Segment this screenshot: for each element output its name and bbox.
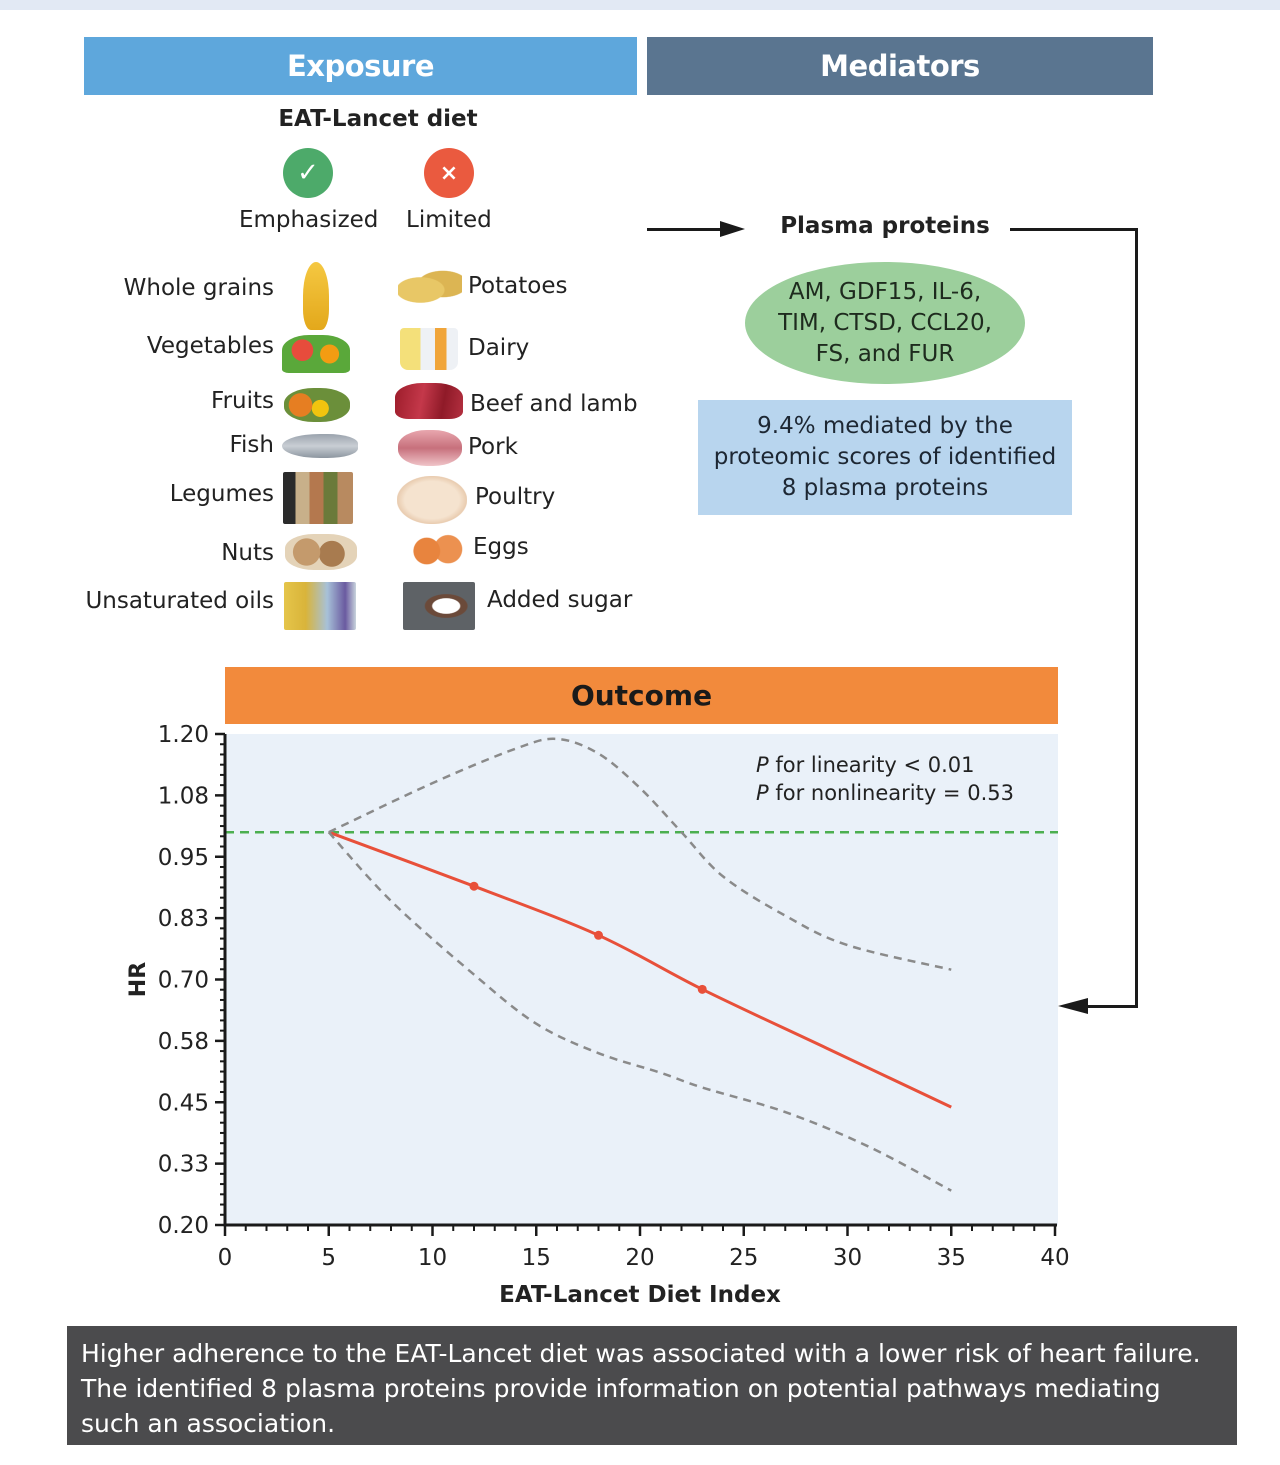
y-tick-label: 1.20 bbox=[158, 722, 209, 748]
x-tick-label: 0 bbox=[218, 1245, 233, 1271]
data-point-marker bbox=[469, 881, 479, 891]
poultry-icon bbox=[397, 476, 467, 524]
food-item: Nuts bbox=[221, 540, 274, 566]
p-value-text: for linearity < 0.01 bbox=[769, 753, 975, 777]
fruits-icon bbox=[284, 388, 350, 422]
wheat-icon bbox=[303, 262, 329, 330]
food-item: Poultry bbox=[475, 484, 556, 510]
legumes-icon bbox=[283, 472, 353, 524]
hr-spline-chart: 0 5 10 15 20 25 30 35 40 0.20 0.33 0.45 0.58 0.70 0.83… bbox=[126, 722, 1070, 1308]
x-tick-label: 30 bbox=[833, 1245, 862, 1271]
data-point-marker bbox=[697, 984, 707, 994]
y-tick-label: 0.58 bbox=[158, 1029, 209, 1055]
protein-list-ellipse: AM, GDF15, IL-6, TIM, CTSD, CCL20, FS, a… bbox=[745, 262, 1025, 384]
food-item: Pork bbox=[468, 434, 518, 460]
mediator-connector-vertical bbox=[1135, 228, 1138, 1008]
exposure-header: Exposure bbox=[84, 37, 637, 95]
arrow-head-icon bbox=[1058, 998, 1088, 1014]
series-hr-estimate bbox=[328, 830, 952, 1109]
food-item: Unsaturated oils bbox=[85, 588, 274, 614]
food-item: Legumes bbox=[169, 481, 274, 507]
nuts-icon bbox=[285, 534, 357, 570]
protein-line: TIM, CTSD, CCL20, bbox=[778, 309, 992, 336]
food-item: Potatoes bbox=[468, 273, 568, 299]
food-item: Eggs bbox=[473, 534, 529, 560]
outcome-header: Outcome bbox=[225, 667, 1058, 724]
dairy-icon bbox=[400, 328, 458, 370]
y-tick-label: 0.95 bbox=[158, 845, 209, 871]
limited-label: Limited bbox=[406, 207, 492, 233]
summary-line: Higher adherence to the EAT-Lancet diet … bbox=[81, 1339, 1201, 1368]
pork-icon bbox=[398, 430, 462, 466]
y-tick-label: 0.70 bbox=[158, 968, 209, 994]
beef-icon bbox=[395, 383, 463, 419]
fish-icon bbox=[282, 434, 358, 458]
y-tick-label: 0.83 bbox=[158, 906, 209, 932]
exposure-to-mediator-arrow bbox=[647, 228, 723, 231]
food-item: Fruits bbox=[211, 388, 274, 414]
y-tick-label: 1.08 bbox=[158, 783, 209, 809]
check-icon: ✓ bbox=[283, 148, 333, 198]
vegetables-icon bbox=[282, 335, 350, 373]
y-tick-label: 0.20 bbox=[158, 1213, 209, 1239]
x-icon: × bbox=[424, 148, 474, 198]
summary-line: such an association. bbox=[81, 1409, 336, 1438]
p-symbol: P bbox=[756, 753, 769, 777]
food-item: Dairy bbox=[468, 335, 530, 361]
x-tick-label: 5 bbox=[321, 1245, 336, 1271]
p-symbol: P bbox=[756, 781, 769, 805]
diet-title: EAT-Lancet diet bbox=[278, 106, 478, 132]
x-tick-label: 15 bbox=[522, 1245, 551, 1271]
protein-line: AM, GDF15, IL-6, bbox=[788, 278, 982, 305]
x-tick-label: 40 bbox=[1040, 1245, 1069, 1271]
mediation-line: 9.4% mediated by the bbox=[757, 413, 1013, 439]
plot-background bbox=[225, 734, 1058, 1225]
food-item: Vegetables bbox=[146, 333, 274, 359]
p-value-annotation: P for nonlinearity = 0.53 bbox=[756, 781, 1014, 805]
food-item: Beef and lamb bbox=[470, 391, 638, 417]
y-axis-label: HR bbox=[126, 962, 151, 997]
series-upper-95-ci bbox=[328, 737, 952, 971]
x-tick-label: 25 bbox=[729, 1245, 758, 1271]
p-value-annotation: P for linearity < 0.01 bbox=[756, 753, 975, 777]
p-value-text: for nonlinearity = 0.53 bbox=[769, 781, 1014, 805]
mediation-box: 9.4% mediated by the proteomic scores of… bbox=[698, 400, 1072, 515]
x-tick-label: 20 bbox=[625, 1245, 654, 1271]
series-lower-95-ci bbox=[327, 831, 952, 1192]
mediator-connector-bottom bbox=[1085, 1005, 1137, 1008]
x-tick-label: 10 bbox=[418, 1245, 447, 1271]
mediators-header: Mediators bbox=[647, 37, 1153, 95]
eggs-icon bbox=[410, 533, 466, 569]
oils-icon bbox=[284, 582, 356, 630]
potatoes-icon bbox=[398, 268, 462, 308]
food-item: Fish bbox=[229, 432, 274, 458]
x-axis-label: EAT-Lancet Diet Index bbox=[499, 1282, 781, 1308]
food-item: Whole grains bbox=[123, 275, 274, 301]
protein-line: FS, and FUR bbox=[815, 340, 955, 367]
mediation-line: 8 plasma proteins bbox=[781, 475, 989, 501]
summary-line: The identified 8 plasma proteins provide… bbox=[81, 1374, 1161, 1403]
x-tick-label: 35 bbox=[937, 1245, 966, 1271]
mediator-connector-top bbox=[1010, 228, 1138, 231]
summary-box: Higher adherence to the EAT-Lancet diet … bbox=[67, 1326, 1237, 1445]
mediation-line: proteomic scores of identified bbox=[713, 444, 1057, 470]
top-bar bbox=[0, 0, 1280, 10]
y-tick-label: 0.45 bbox=[158, 1090, 209, 1116]
data-point-marker bbox=[594, 930, 603, 940]
plasma-proteins-title: Plasma proteins bbox=[780, 213, 990, 239]
emphasized-label: Emphasized bbox=[239, 207, 379, 233]
arrow-head-icon bbox=[720, 221, 745, 237]
food-item: Added sugar bbox=[487, 587, 633, 613]
sugar-icon bbox=[403, 582, 475, 630]
y-tick-label: 0.33 bbox=[158, 1152, 209, 1178]
